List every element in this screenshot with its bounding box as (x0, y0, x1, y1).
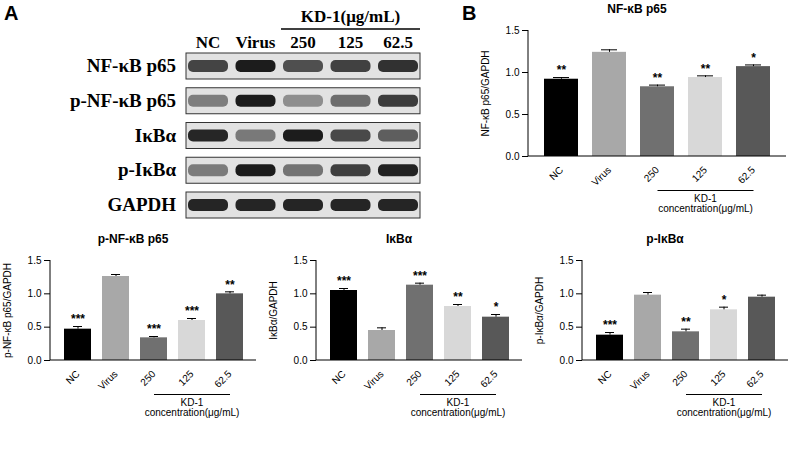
svg-text:0.5: 0.5 (506, 109, 520, 120)
svg-text:1.0: 1.0 (28, 288, 42, 299)
svg-text:NC: NC (64, 368, 82, 386)
svg-text:1.5: 1.5 (28, 255, 42, 266)
svg-text:Virus: Virus (589, 164, 613, 188)
svg-text:62.5: 62.5 (212, 368, 234, 390)
html-text:IκBα: IκBα (386, 232, 412, 246)
svg-text:p-IκBα: p-IκBα (118, 159, 177, 180)
svg-text:***: *** (603, 318, 617, 332)
svg-text:**: ** (557, 63, 567, 77)
svg-text:62.5: 62.5 (744, 368, 766, 390)
svg-text:IκBα: IκBα (135, 125, 177, 146)
svg-text:1.5: 1.5 (506, 25, 520, 36)
svg-text:Virus: Virus (628, 368, 652, 392)
svg-text:***: *** (147, 322, 161, 336)
svg-text:125: 125 (176, 368, 196, 388)
svg-text:p-NF-κB p65: p-NF-κB p65 (70, 90, 176, 111)
svg-text:250: 250 (670, 368, 690, 388)
svg-text:62.5: 62.5 (383, 33, 413, 52)
svg-text:**: ** (681, 315, 691, 329)
html-text:NF-κB p65: NF-κB p65 (607, 2, 667, 16)
svg-text:KD-1concentration(μg/mL): KD-1concentration(μg/mL) (677, 397, 772, 418)
svg-text:0.5: 0.5 (28, 321, 42, 332)
svg-text:125: 125 (442, 368, 462, 388)
svg-text:125: 125 (690, 164, 710, 184)
svg-text:***: *** (185, 304, 199, 318)
svg-text:p-NF-κB p65/GAPDH: p-NF-κB p65/GAPDH (2, 263, 13, 358)
svg-text:62.5: 62.5 (478, 368, 500, 390)
html-text:A: A (4, 2, 19, 24)
svg-text:**: ** (225, 278, 235, 292)
svg-text:KD-1concentration(μg/mL): KD-1concentration(μg/mL) (411, 397, 506, 418)
svg-text:*: * (751, 51, 756, 65)
svg-text:***: *** (413, 269, 427, 283)
svg-text:*: * (494, 300, 499, 314)
svg-text:KD-1(μg/mL): KD-1(μg/mL) (301, 7, 400, 26)
svg-text:**: ** (701, 62, 711, 76)
svg-text:Virus: Virus (96, 368, 120, 392)
svg-text:NC: NC (596, 368, 614, 386)
svg-text:0.5: 0.5 (294, 321, 308, 332)
svg-text:250: 250 (642, 164, 662, 184)
svg-text:250: 250 (404, 368, 424, 388)
svg-text:KD-1concentration(μg/mL): KD-1concentration(μg/mL) (658, 193, 753, 214)
html-text:B: B (462, 2, 477, 24)
svg-text:62.5: 62.5 (736, 164, 758, 186)
svg-text:0.5: 0.5 (560, 321, 574, 332)
svg-text:p-IκBα/GAPDH: p-IκBα/GAPDH (534, 277, 545, 344)
svg-text:KD-1concentration(μg/mL): KD-1concentration(μg/mL) (145, 397, 240, 418)
svg-text:NF-κB p65/GAPDH: NF-κB p65/GAPDH (480, 50, 491, 136)
svg-text:125: 125 (708, 368, 728, 388)
svg-text:*: * (722, 293, 727, 307)
svg-text:125: 125 (338, 33, 364, 52)
svg-text:1.0: 1.0 (506, 67, 520, 78)
svg-text:1.0: 1.0 (294, 288, 308, 299)
svg-text:IκBα/GAPDH: IκBα/GAPDH (268, 281, 279, 340)
svg-text:**: ** (653, 71, 663, 85)
svg-text:1.0: 1.0 (560, 288, 574, 299)
svg-text:***: *** (337, 274, 351, 288)
svg-text:1.5: 1.5 (560, 255, 574, 266)
svg-text:NC: NC (330, 368, 348, 386)
svg-text:1.5: 1.5 (294, 255, 308, 266)
svg-text:NC: NC (196, 33, 221, 52)
svg-text:0.0: 0.0 (28, 355, 42, 366)
svg-text:0.0: 0.0 (560, 355, 574, 366)
html-text:p-IκBα: p-IκBα (646, 232, 684, 246)
svg-text:Virus: Virus (236, 33, 276, 52)
svg-text:***: *** (71, 312, 85, 326)
svg-text:**: ** (453, 290, 463, 304)
svg-text:NF-κB p65: NF-κB p65 (87, 55, 176, 76)
svg-text:0.0: 0.0 (506, 151, 520, 162)
html-text:p-NF-κB p65: p-NF-κB p65 (97, 232, 169, 246)
svg-text:GAPDH: GAPDH (107, 194, 176, 215)
svg-text:NC: NC (547, 164, 565, 182)
svg-text:0.0: 0.0 (294, 355, 308, 366)
svg-text:250: 250 (138, 368, 158, 388)
svg-text:Virus: Virus (362, 368, 386, 392)
svg-text:250: 250 (290, 33, 316, 52)
